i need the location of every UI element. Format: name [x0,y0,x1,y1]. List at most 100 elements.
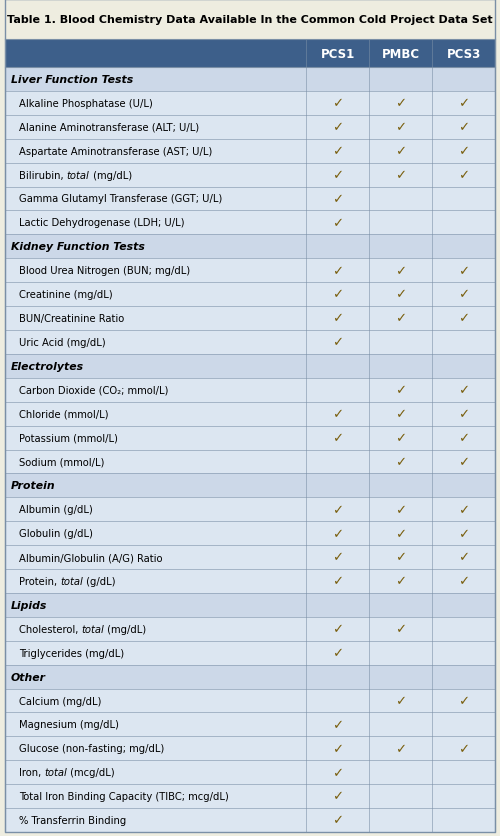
Text: ✓: ✓ [458,503,469,516]
Bar [5,115,495,140]
Text: ✓: ✓ [395,97,406,110]
Text: ✓: ✓ [332,503,344,516]
Text: Lactic Dehydrogenase (LDH; U/L): Lactic Dehydrogenase (LDH; U/L) [19,218,184,228]
Text: ✓: ✓ [458,551,469,564]
Text: ✓: ✓ [332,431,344,445]
Text: ✓: ✓ [332,742,344,755]
Text: ✓: ✓ [332,264,344,278]
Text: ✓: ✓ [458,408,469,421]
Text: ✓: ✓ [332,766,344,779]
Bar [5,545,495,569]
Bar [5,379,495,402]
Bar [5,450,495,474]
Text: ✓: ✓ [332,790,344,803]
Text: ✓: ✓ [395,623,406,635]
Text: ✓: ✓ [458,456,469,468]
Text: Potassium (mmol/L): Potassium (mmol/L) [19,433,118,443]
Text: Other: Other [11,672,46,682]
Text: (mcg/dL): (mcg/dL) [67,767,115,777]
Text: Albumin (g/dL): Albumin (g/dL) [19,505,93,515]
Text: Creatinine (mg/dL): Creatinine (mg/dL) [19,290,112,300]
Text: Kidney Function Tests: Kidney Function Tests [11,242,145,252]
Text: Protein: Protein [11,481,56,491]
Text: Blood Urea Nitrogen (BUN; mg/dL): Blood Urea Nitrogen (BUN; mg/dL) [19,266,190,276]
Bar [5,40,495,68]
Text: ✓: ✓ [458,264,469,278]
Text: ✓: ✓ [458,145,469,158]
Text: ✓: ✓ [458,288,469,301]
Bar [5,665,495,689]
Text: ✓: ✓ [395,575,406,588]
Text: ✓: ✓ [332,336,344,349]
Text: Protein,: Protein, [19,576,60,586]
Text: ✓: ✓ [395,384,406,397]
Bar [5,737,495,761]
Text: Iron,: Iron, [19,767,44,777]
Text: ✓: ✓ [395,503,406,516]
Bar [5,330,495,354]
Text: ✓: ✓ [395,742,406,755]
Text: ✓: ✓ [332,97,344,110]
Text: (mg/dL): (mg/dL) [90,171,132,181]
Text: ✓: ✓ [458,312,469,325]
Text: ✓: ✓ [458,384,469,397]
Bar [5,68,495,92]
Bar [5,426,495,450]
Text: PMBC: PMBC [382,48,420,60]
Text: (mg/dL): (mg/dL) [104,624,146,634]
Text: ✓: ✓ [395,312,406,325]
Text: Magnesium (mg/dL): Magnesium (mg/dL) [19,720,119,730]
Text: ✓: ✓ [395,121,406,134]
Bar [5,784,495,808]
Text: ✓: ✓ [395,264,406,278]
Text: Calcium (mg/dL): Calcium (mg/dL) [19,696,102,706]
Text: ✓: ✓ [395,408,406,421]
Text: ✓: ✓ [395,169,406,182]
Text: Total Iron Binding Capacity (TIBC; mcg/dL): Total Iron Binding Capacity (TIBC; mcg/d… [19,791,229,801]
Text: total: total [60,576,83,586]
Bar [5,259,495,283]
Text: (g/dL): (g/dL) [83,576,116,586]
Text: Carbon Dioxide (CO₂; mmol/L): Carbon Dioxide (CO₂; mmol/L) [19,385,169,395]
Text: Chloride (mmol/L): Chloride (mmol/L) [19,409,108,419]
Text: Albumin/Globulin (A/G) Ratio: Albumin/Globulin (A/G) Ratio [19,553,163,563]
Text: Globulin (g/dL): Globulin (g/dL) [19,528,93,538]
Bar [5,92,495,115]
Text: Alanine Aminotransferase (ALT; U/L): Alanine Aminotransferase (ALT; U/L) [19,123,199,133]
Bar [5,474,495,497]
Bar [5,235,495,259]
Text: ✓: ✓ [458,742,469,755]
Text: ✓: ✓ [332,646,344,660]
Bar [5,617,495,641]
Text: Sodium (mmol/L): Sodium (mmol/L) [19,457,104,466]
Text: ✓: ✓ [332,527,344,540]
Text: ✓: ✓ [332,551,344,564]
Bar [0,0,500,40]
Bar [5,808,495,832]
Text: Aspartate Aminotransferase (AST; U/L): Aspartate Aminotransferase (AST; U/L) [19,146,212,156]
Text: BUN/Creatinine Ratio: BUN/Creatinine Ratio [19,314,124,324]
Bar [5,307,495,330]
Text: total: total [67,171,90,181]
Text: Table 1. Blood Chemistry Data Available In the Common Cold Project Data Set: Table 1. Blood Chemistry Data Available … [7,15,493,25]
Bar [5,689,495,712]
Text: ✓: ✓ [395,456,406,468]
Bar [5,163,495,187]
Bar [5,212,495,235]
Bar [5,761,495,784]
Text: ✓: ✓ [332,145,344,158]
Text: ✓: ✓ [332,193,344,206]
Text: PCS3: PCS3 [446,48,480,60]
Text: ✓: ✓ [458,431,469,445]
Text: total: total [82,624,104,634]
Text: ✓: ✓ [332,312,344,325]
Text: ✓: ✓ [332,217,344,230]
Text: Cholesterol,: Cholesterol, [19,624,82,634]
Bar [5,594,495,617]
Text: ✓: ✓ [395,551,406,564]
Text: ✓: ✓ [458,694,469,707]
Bar [5,354,495,379]
Bar [5,283,495,307]
Text: ✓: ✓ [395,431,406,445]
Text: total: total [44,767,67,777]
